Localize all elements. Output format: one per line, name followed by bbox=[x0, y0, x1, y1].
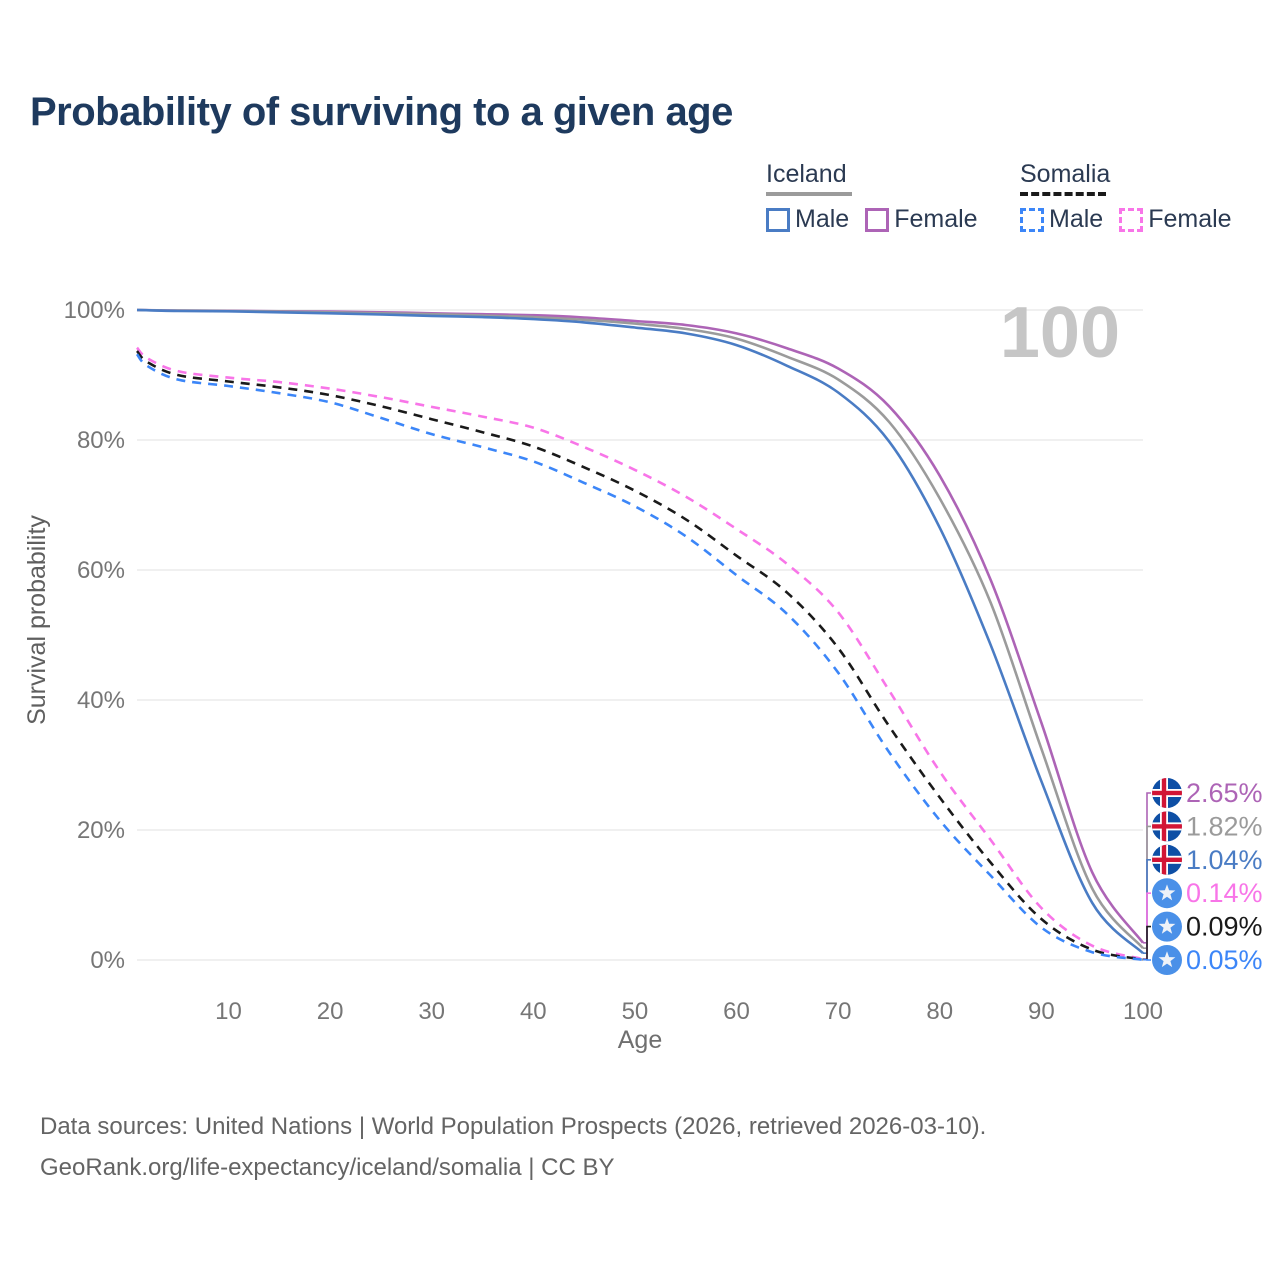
series-line-iceland-both bbox=[136, 308, 1144, 950]
legend-line-style-iceland bbox=[766, 192, 852, 196]
legend-label: Female bbox=[894, 205, 978, 233]
data-sources-text: Data sources: United Nations | World Pop… bbox=[40, 1113, 987, 1140]
end-label-somalia-female: 0.14% bbox=[1143, 878, 1263, 960]
age-counter-watermark: 100 bbox=[999, 293, 1120, 373]
y-tick-label: 0% bbox=[90, 947, 125, 974]
y-axis-title: Survival probability bbox=[23, 515, 51, 725]
page-title: Probability of surviving to a given age bbox=[30, 90, 733, 134]
end-label-somalia-both: 0.09% bbox=[1143, 911, 1263, 961]
legend-group-somalia: Somalia Male Female bbox=[1020, 160, 1248, 234]
somalia-female-swatch-icon bbox=[1119, 207, 1144, 232]
series-line-somalia-male bbox=[135, 353, 1144, 961]
iceland-flag-icon bbox=[1152, 811, 1182, 842]
end-label-somalia-male: 0.05% bbox=[1143, 945, 1263, 975]
iceland-male-swatch-icon bbox=[766, 207, 790, 232]
iceland-flag-icon bbox=[1152, 844, 1182, 875]
legend-item-iceland-male: Male bbox=[766, 205, 849, 234]
footer: Data sources: United Nations | World Pop… bbox=[40, 1106, 986, 1188]
end-label-iceland-male: 1.04% bbox=[1143, 844, 1263, 954]
end-label-iceland-both: 1.82% bbox=[1143, 811, 1263, 949]
legend-items-iceland: Male Female bbox=[766, 205, 994, 234]
legend-item-somalia-female: Female bbox=[1119, 205, 1232, 234]
x-tick-label: 90 bbox=[1028, 998, 1055, 1025]
legend-item-somalia-male: Male bbox=[1020, 205, 1103, 234]
legend-line-style-somalia bbox=[1020, 192, 1106, 196]
end-label-iceland-female: 2.65% bbox=[1143, 778, 1263, 944]
end-value-label: 0.14% bbox=[1186, 878, 1263, 908]
legend-item-iceland-female: Female bbox=[865, 205, 978, 234]
y-tick-label: 40% bbox=[77, 687, 125, 714]
attribution-text: GeoRank.org/life-expectancy/iceland/soma… bbox=[40, 1154, 615, 1181]
end-value-label: 1.04% bbox=[1186, 845, 1263, 875]
x-axis-title: Age bbox=[618, 1026, 662, 1054]
legend-country-somalia: Somalia bbox=[1020, 160, 1111, 188]
x-tick-label: 80 bbox=[926, 998, 953, 1025]
somalia-flag-icon bbox=[1152, 945, 1182, 975]
x-tick-label: 70 bbox=[825, 998, 852, 1025]
x-tick-label: 10 bbox=[215, 998, 242, 1025]
y-tick-label: 80% bbox=[77, 427, 125, 454]
x-tick-label: 30 bbox=[418, 998, 445, 1025]
iceland-female-swatch-icon bbox=[865, 207, 890, 232]
somalia-male-swatch-icon bbox=[1020, 207, 1044, 232]
somalia-flag-icon bbox=[1152, 878, 1182, 909]
legend-items-somalia: Male Female bbox=[1020, 205, 1248, 234]
somalia-flag-icon bbox=[1152, 911, 1182, 942]
iceland-flag-icon bbox=[1152, 778, 1182, 808]
legend-country-iceland: Iceland bbox=[766, 160, 847, 188]
legend-label: Male bbox=[1049, 205, 1104, 233]
end-value-label: 0.09% bbox=[1186, 912, 1263, 942]
x-tick-label: 40 bbox=[520, 998, 547, 1025]
y-tick-label: 20% bbox=[77, 817, 125, 844]
series-line-iceland-male bbox=[136, 308, 1144, 955]
y-tick-label: 100% bbox=[64, 297, 125, 324]
legend-label: Male bbox=[795, 205, 850, 233]
x-tick-label: 20 bbox=[317, 998, 344, 1025]
series-line-iceland-female bbox=[136, 308, 1145, 944]
x-tick-label: 60 bbox=[723, 998, 750, 1025]
x-tick-label: 100 bbox=[1123, 998, 1163, 1025]
x-tick-label: 50 bbox=[622, 998, 649, 1025]
series-line-somalia-female bbox=[136, 346, 1144, 961]
legend-group-iceland: Iceland Male Female bbox=[766, 160, 994, 234]
end-value-label: 2.65% bbox=[1186, 778, 1263, 808]
legend-label: Female bbox=[1148, 205, 1232, 233]
end-value-label: 1.82% bbox=[1186, 811, 1263, 841]
series-line-somalia-both bbox=[135, 350, 1144, 961]
end-value-label: 0.05% bbox=[1186, 945, 1263, 975]
y-tick-label: 60% bbox=[77, 557, 125, 584]
